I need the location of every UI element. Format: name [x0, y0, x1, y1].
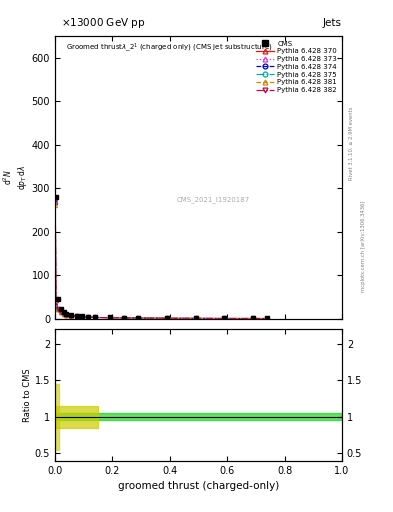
Text: mcplots.cern.ch [arXiv:1306.3436]: mcplots.cern.ch [arXiv:1306.3436] — [361, 200, 366, 291]
Point — [107, 313, 113, 322]
Point — [63, 310, 70, 318]
Point — [250, 314, 256, 323]
Point — [58, 305, 64, 313]
Point — [85, 313, 91, 321]
Point — [193, 314, 199, 323]
Point — [61, 308, 67, 316]
Point — [73, 312, 80, 320]
Y-axis label: Ratio to CMS: Ratio to CMS — [23, 368, 32, 422]
Text: Jets: Jets — [323, 18, 342, 28]
X-axis label: groomed thrust (charged-only): groomed thrust (charged-only) — [118, 481, 279, 491]
Point — [264, 314, 270, 323]
Point — [55, 295, 61, 303]
Text: Rivet 3.1.10, ≥ 2.9M events: Rivet 3.1.10, ≥ 2.9M events — [349, 106, 354, 180]
Legend: CMS, Pythia 6.428 370, Pythia 6.428 373, Pythia 6.428 374, Pythia 6.428 375, Pyt: CMS, Pythia 6.428 370, Pythia 6.428 373,… — [255, 39, 338, 95]
Text: Groomed thrust$\lambda\_2^1$ (charged only) (CMS jet substructure): Groomed thrust$\lambda\_2^1$ (charged on… — [66, 41, 273, 54]
Point — [79, 312, 85, 321]
Point — [92, 313, 98, 321]
Point — [121, 313, 127, 322]
Point — [53, 193, 59, 201]
Point — [164, 314, 170, 322]
Point — [221, 314, 228, 323]
Point — [135, 314, 141, 322]
Text: CMS_2021_I1920187: CMS_2021_I1920187 — [176, 197, 250, 203]
Point — [68, 311, 74, 319]
Text: $\times$13000 GeV pp: $\times$13000 GeV pp — [61, 16, 145, 30]
Y-axis label: $\mathrm{d}^2N$
$\mathrm{d}p_T\,\mathrm{d}\lambda$: $\mathrm{d}^2N$ $\mathrm{d}p_T\,\mathrm{… — [2, 165, 29, 189]
